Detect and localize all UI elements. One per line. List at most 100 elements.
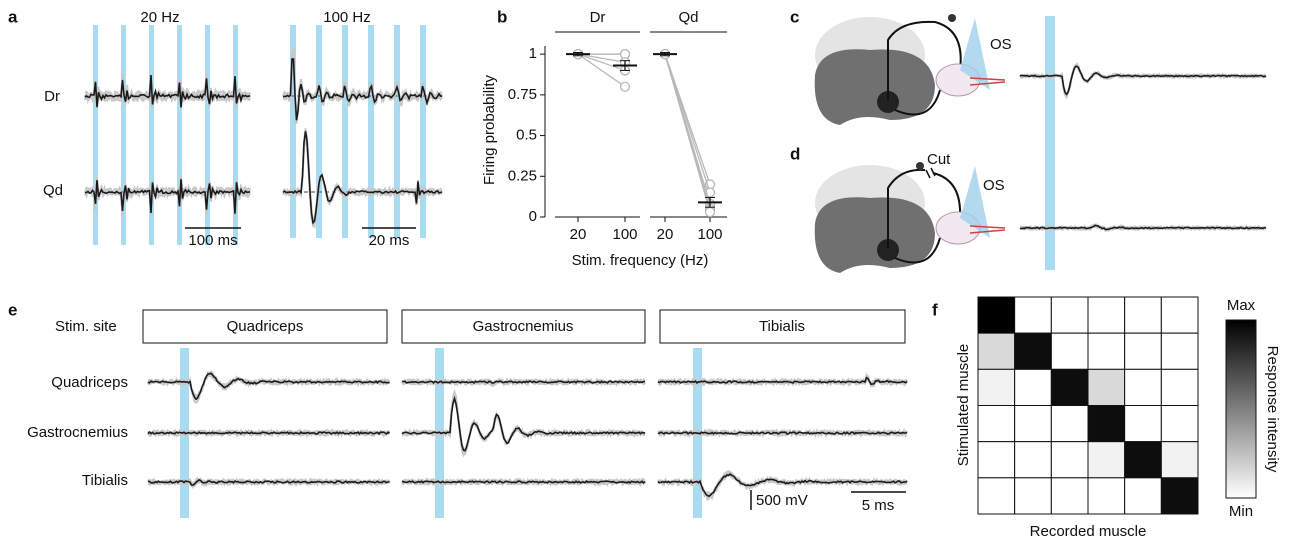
stim-bar xyxy=(149,25,154,245)
site-label: Tibialis xyxy=(759,318,805,335)
heatmap-cell xyxy=(1014,405,1052,443)
condition-label: 20 Hz xyxy=(140,9,179,26)
panel-letter: e xyxy=(8,300,17,319)
site-box xyxy=(659,309,906,344)
row-label: Tibialis xyxy=(82,472,128,489)
trace-mean xyxy=(84,179,251,214)
heatmap-cell xyxy=(1087,477,1126,515)
heatmap-cell xyxy=(1014,477,1052,515)
spinal-illustration xyxy=(814,14,1006,125)
y-tick-label: 0.5 xyxy=(516,127,537,144)
y-tick-label: 0 xyxy=(529,208,537,225)
x-tick-label: 20 xyxy=(657,226,674,243)
heatmap-cell xyxy=(1160,441,1199,479)
trace-mean xyxy=(1019,224,1267,231)
heatmap-cell xyxy=(1087,368,1126,407)
trace-mean xyxy=(84,75,251,108)
x-tick-label: 100 xyxy=(697,226,722,243)
scale-label: 5 ms xyxy=(862,497,895,514)
stim-bar xyxy=(290,25,296,238)
site-label: Gastrocnemius xyxy=(473,318,574,335)
heatmap-cell xyxy=(1124,332,1162,370)
stim-bar xyxy=(177,25,182,245)
heatmap-cell xyxy=(977,296,1016,334)
trace-sweep xyxy=(282,48,443,124)
stim-bar xyxy=(93,25,98,245)
stim-bar xyxy=(420,25,426,238)
heatmap-cell xyxy=(1124,368,1162,407)
trace-sweep xyxy=(282,51,443,120)
heatmap-cell xyxy=(1160,477,1199,515)
heatmap-cell xyxy=(1050,477,1089,515)
heatmap-cell xyxy=(1050,368,1089,407)
subject-point xyxy=(704,206,716,218)
colorbar-tick-label: Max xyxy=(1227,297,1256,314)
trace-mean xyxy=(147,478,390,486)
trace-sweep xyxy=(84,76,251,109)
trace-sweep xyxy=(401,395,646,455)
trace-mean xyxy=(401,395,646,452)
heatmap-cell xyxy=(1124,441,1162,479)
y-tick-label: 1 xyxy=(529,45,537,62)
x-axis-label: Stim. frequency (Hz) xyxy=(572,252,709,269)
trace-mean xyxy=(147,430,390,436)
heatmap-cell xyxy=(1087,332,1126,370)
subject-point xyxy=(619,81,631,92)
trace-mean xyxy=(402,380,646,385)
trace-mean xyxy=(147,372,390,401)
trace-sweep xyxy=(1019,64,1267,97)
trace-sweep xyxy=(1019,63,1267,100)
subject-line xyxy=(577,53,626,88)
heatmap-cell xyxy=(1050,405,1089,443)
heatmap-cell xyxy=(1014,332,1052,370)
trace-mean xyxy=(657,473,908,498)
heatmap-cell xyxy=(977,405,1016,443)
subject-line xyxy=(664,53,711,213)
heatmap-cell xyxy=(1160,296,1199,334)
y-tick-label: 0.75 xyxy=(508,86,537,103)
trace-sweep xyxy=(1019,62,1267,98)
heatmap-cell xyxy=(1160,368,1199,407)
heatmap-cell xyxy=(977,368,1016,407)
heatmap-cell xyxy=(1014,296,1052,334)
colorbar-tick-label: Min xyxy=(1229,503,1253,520)
trace-sweep xyxy=(84,181,251,215)
scale-label: 500 mV xyxy=(756,492,808,509)
site-box xyxy=(401,309,646,344)
trace-mean xyxy=(282,58,442,121)
panel-letter: a xyxy=(8,7,18,26)
heatmap-cell xyxy=(1087,405,1126,443)
condition-label: 100 Hz xyxy=(323,9,371,26)
heatmap-cell xyxy=(977,332,1016,370)
stim-site-label: Stim. site xyxy=(55,318,117,335)
panel-letter: c xyxy=(790,7,799,26)
heatmap-cell xyxy=(1124,477,1162,515)
y-axis-label: Stimulated muscle xyxy=(955,344,972,467)
stim-bar xyxy=(233,25,238,245)
x-tick-label: 100 xyxy=(612,226,637,243)
trace-sweep xyxy=(282,60,443,119)
stim-bar xyxy=(368,25,374,238)
heatmap-cell xyxy=(1160,405,1199,443)
heatmap-cell xyxy=(1087,296,1126,334)
heatmap-cell xyxy=(1050,441,1089,479)
site-box xyxy=(142,309,388,344)
heatmap-cell xyxy=(1124,405,1162,443)
trace-sweep xyxy=(84,75,251,108)
heatmap-cell xyxy=(1014,441,1052,479)
stim-bar xyxy=(121,25,126,245)
site-label: Quadriceps xyxy=(227,318,304,335)
trace-mean xyxy=(657,431,908,435)
trace-sweep xyxy=(282,54,442,121)
row-label: Quadriceps xyxy=(51,374,128,391)
heatmap-cell xyxy=(1014,368,1052,407)
scale-label: 100 ms xyxy=(188,232,237,249)
trace-sweep xyxy=(1019,61,1267,99)
subject-line xyxy=(577,53,626,63)
group-label: Dr xyxy=(590,9,606,26)
stim-bar xyxy=(394,25,400,238)
panel-letter: d xyxy=(790,144,800,163)
heatmap-cell xyxy=(1087,441,1126,479)
group-label: Qd xyxy=(678,9,698,26)
